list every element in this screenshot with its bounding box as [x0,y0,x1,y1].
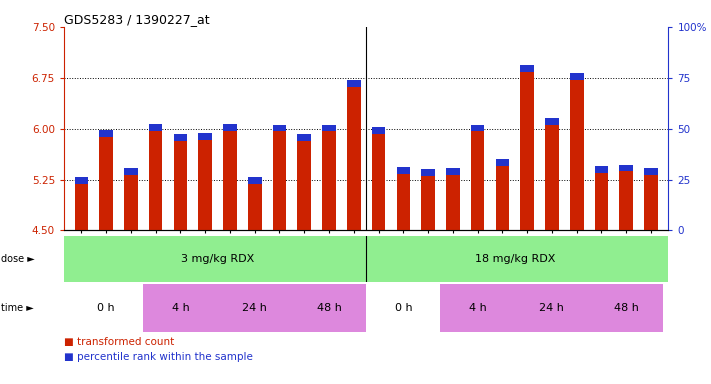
Bar [100,130,113,137]
Bar [248,184,262,230]
Bar [149,124,162,131]
Bar [570,73,584,80]
Bar [446,168,460,175]
Bar [366,284,441,332]
Text: 0 h: 0 h [395,303,412,313]
Text: dose ►: dose ► [1,254,35,264]
Bar [223,124,237,131]
Bar [69,284,143,332]
Bar [496,159,509,166]
Bar [173,141,187,230]
Bar [124,168,138,175]
Bar [520,65,534,72]
Bar [515,284,589,332]
Bar [397,167,410,174]
Bar [545,119,559,125]
Bar [198,140,212,230]
Bar [143,284,218,332]
Text: 48 h: 48 h [614,303,638,313]
Bar [198,133,212,140]
Bar [441,284,515,332]
Bar [446,175,460,230]
Bar [173,134,187,141]
Bar [372,134,385,230]
Bar [272,131,287,230]
Bar [272,124,287,131]
Bar [589,284,663,332]
Text: ■ percentile rank within the sample: ■ percentile rank within the sample [64,352,253,362]
Text: 48 h: 48 h [316,303,341,313]
Bar [75,177,88,184]
Bar [397,174,410,230]
Bar [322,131,336,230]
Bar [471,124,484,131]
Bar [594,173,609,230]
Text: ■ transformed count: ■ transformed count [64,337,174,347]
Bar [594,166,609,173]
Bar [422,169,435,176]
Bar [496,166,509,230]
Bar [75,184,88,230]
Bar [248,177,262,184]
Bar [347,80,360,86]
Bar [644,168,658,175]
Text: 0 h: 0 h [97,303,115,313]
Bar [520,72,534,230]
Bar [570,80,584,230]
Bar [619,171,633,230]
Bar [223,131,237,230]
Text: GDS5283 / 1390227_at: GDS5283 / 1390227_at [64,13,210,26]
Bar [644,175,658,230]
Text: time ►: time ► [1,303,34,313]
Bar [471,131,484,230]
Bar [422,176,435,230]
Bar [297,134,311,141]
Bar [100,137,113,230]
Text: 24 h: 24 h [242,303,267,313]
Text: 4 h: 4 h [469,303,486,313]
Text: 24 h: 24 h [540,303,565,313]
Text: 4 h: 4 h [171,303,189,313]
Bar [292,284,366,332]
Bar [619,165,633,171]
Bar [218,284,292,332]
Bar [297,141,311,230]
Bar [545,125,559,230]
Bar [149,131,162,230]
Text: 3 mg/kg RDX: 3 mg/kg RDX [181,254,254,264]
Bar [372,127,385,134]
Bar [322,124,336,131]
Bar [347,86,360,230]
Text: 18 mg/kg RDX: 18 mg/kg RDX [474,254,555,264]
Bar [124,175,138,230]
